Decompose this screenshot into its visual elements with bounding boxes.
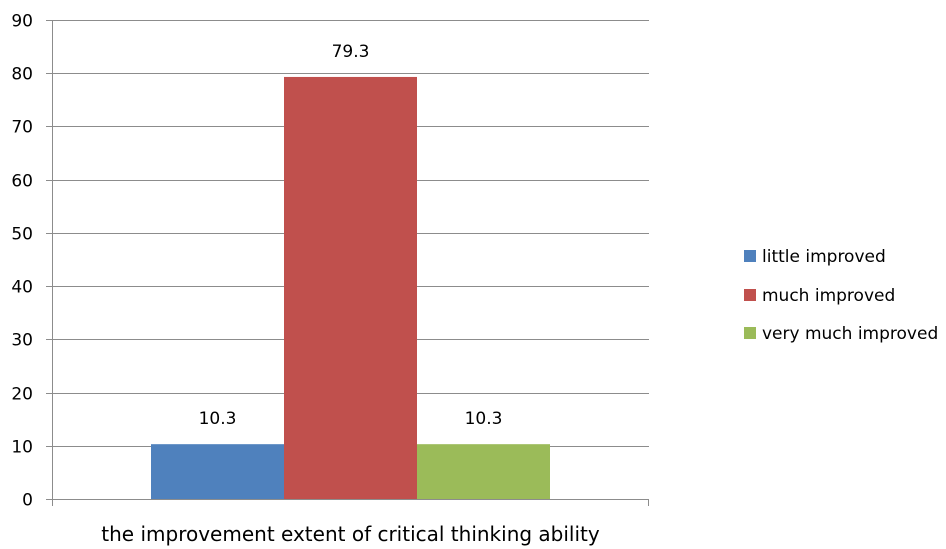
legend-label-little-improved: little improved: [762, 247, 886, 267]
y-axis-tick-labels: 0 10 20 30 40 50 60 70 80 90: [11, 12, 33, 511]
bars: [151, 76, 550, 499]
y-tick-label: 90: [11, 12, 33, 32]
legend-swatch-little-improved: [744, 250, 756, 262]
bar-little-improved: [151, 444, 284, 499]
y-tick-label: 60: [11, 172, 33, 192]
data-label-much-improved: 79.3: [332, 42, 370, 62]
data-labels: 10.3 79.3 10.3: [199, 42, 503, 429]
y-tick-label: 10: [11, 438, 33, 458]
y-tick-label: 0: [22, 491, 33, 511]
legend-label-very-much-improved: very much improved: [762, 324, 938, 344]
y-tick-label: 50: [11, 225, 33, 245]
legend: little improved much improved very much im…: [744, 247, 938, 344]
y-tick-label: 40: [11, 278, 33, 298]
bar-very-much-improved: [417, 444, 550, 499]
y-tick-label: 80: [11, 65, 33, 85]
axes: [46, 20, 649, 506]
y-tick-label: 20: [11, 385, 33, 405]
y-tick-label: 30: [11, 331, 33, 351]
legend-label-much-improved: much improved: [762, 286, 895, 306]
y-tick-label: 70: [11, 118, 33, 138]
data-label-little-improved: 10.3: [199, 409, 237, 429]
legend-swatch-very-much-improved: [744, 327, 756, 339]
data-label-very-much-improved: 10.3: [465, 409, 503, 429]
bar-much-improved: [284, 76, 417, 499]
legend-swatch-much-improved: [744, 289, 756, 301]
x-axis-category-label: the improvement extent of critical think…: [101, 522, 600, 546]
